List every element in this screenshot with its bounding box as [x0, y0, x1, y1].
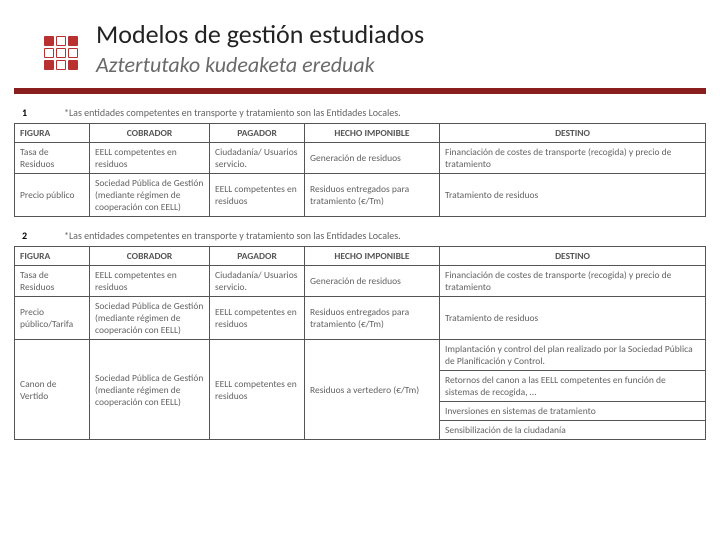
cell-destino: Sensibilización de la ciudadanía — [440, 421, 706, 440]
cell-destino: Implantación y control del plan realizad… — [440, 340, 706, 371]
col-pagador: PAGADOR — [210, 247, 305, 266]
table-row: Tasa de Residuos EELL competentes en res… — [15, 266, 706, 297]
cell-cobrador: Sociedad Pública de Gestión (mediante ré… — [90, 297, 210, 340]
cell-figura: Precio público — [15, 174, 90, 217]
page-title: Modelos de gestión estudiados — [96, 18, 706, 50]
cell-destino: Financiación de costes de transporte (re… — [440, 143, 706, 174]
title-block: Modelos de gestión estudiados Aztertutak… — [96, 18, 706, 78]
cell-destino: Tratamiento de residuos — [440, 174, 706, 217]
table-row: Tasa de Residuos EELL competentes en res… — [15, 143, 706, 174]
table-1: FIGURA COBRADOR PAGADOR HECHO IMPONIBLE … — [14, 123, 706, 217]
cell-destino: Financiación de costes de transporte (re… — [440, 266, 706, 297]
table-header-row: FIGURA COBRADOR PAGADOR HECHO IMPONIBLE … — [15, 247, 706, 266]
cell-figura: Tasa de Residuos — [15, 143, 90, 174]
cell-figura: Precio público/Tarifa — [15, 297, 90, 340]
col-figura: FIGURA — [15, 124, 90, 143]
note-row: 2 *Las entidades competentes en transpor… — [14, 229, 706, 242]
cell-cobrador: Sociedad Pública de Gestión (mediante ré… — [90, 174, 210, 217]
cell-hecho: Generación de residuos — [305, 266, 440, 297]
page-subtitle: Aztertutako kudeaketa ereduak — [96, 51, 706, 78]
cell-pagador: EELL competentes en residuos — [210, 297, 305, 340]
col-cobrador: COBRADOR — [90, 247, 210, 266]
section-number: 2 — [22, 229, 64, 242]
section-1: 1 *Las entidades competentes en transpor… — [14, 106, 706, 217]
col-destino: DESTINO — [440, 124, 706, 143]
table-row: Precio público/Tarifa Sociedad Pública d… — [15, 297, 706, 340]
cell-hecho: Generación de residuos — [305, 143, 440, 174]
cell-cobrador: Sociedad Pública de Gestión (mediante ré… — [90, 340, 210, 440]
section-note: *Las entidades competentes en transporte… — [64, 229, 401, 242]
col-pagador: PAGADOR — [210, 124, 305, 143]
cell-hecho: Residuos entregados para tratamiento (€/… — [305, 174, 440, 217]
col-destino: DESTINO — [440, 247, 706, 266]
cell-destino: Tratamiento de residuos — [440, 297, 706, 340]
divider — [14, 88, 706, 94]
table-2: FIGURA COBRADOR PAGADOR HECHO IMPONIBLE … — [14, 246, 706, 440]
col-hecho: HECHO IMPONIBLE — [305, 247, 440, 266]
logo-icon — [44, 36, 78, 70]
cell-pagador: Ciudadanía/ Usuarios servicio. — [210, 143, 305, 174]
table-row: Precio público Sociedad Pública de Gesti… — [15, 174, 706, 217]
cell-pagador: Ciudadanía/ Usuarios servicio. — [210, 266, 305, 297]
table-row: Canon de Vertido Sociedad Pública de Ges… — [15, 340, 706, 371]
cell-destino: Retornos del canon a las EELL competente… — [440, 371, 706, 402]
section-note: *Las entidades competentes en transporte… — [64, 106, 401, 119]
section-number: 1 — [22, 106, 64, 119]
cell-destino: Inversiones en sistemas de tratamiento — [440, 402, 706, 421]
note-row: 1 *Las entidades competentes en transpor… — [14, 106, 706, 119]
cell-figura: Canon de Vertido — [15, 340, 90, 440]
cell-cobrador: EELL competentes en residuos — [90, 143, 210, 174]
cell-pagador: EELL competentes en residuos — [210, 340, 305, 440]
cell-pagador: EELL competentes en residuos — [210, 174, 305, 217]
cell-hecho: Residuos entregados para tratamiento (€/… — [305, 297, 440, 340]
col-figura: FIGURA — [15, 247, 90, 266]
cell-figura: Tasa de Residuos — [15, 266, 90, 297]
cell-cobrador: EELL competentes en residuos — [90, 266, 210, 297]
section-2: 2 *Las entidades competentes en transpor… — [14, 229, 706, 440]
cell-hecho: Residuos a vertedero (€/Tm) — [305, 340, 440, 440]
col-hecho: HECHO IMPONIBLE — [305, 124, 440, 143]
table-header-row: FIGURA COBRADOR PAGADOR HECHO IMPONIBLE … — [15, 124, 706, 143]
col-cobrador: COBRADOR — [90, 124, 210, 143]
